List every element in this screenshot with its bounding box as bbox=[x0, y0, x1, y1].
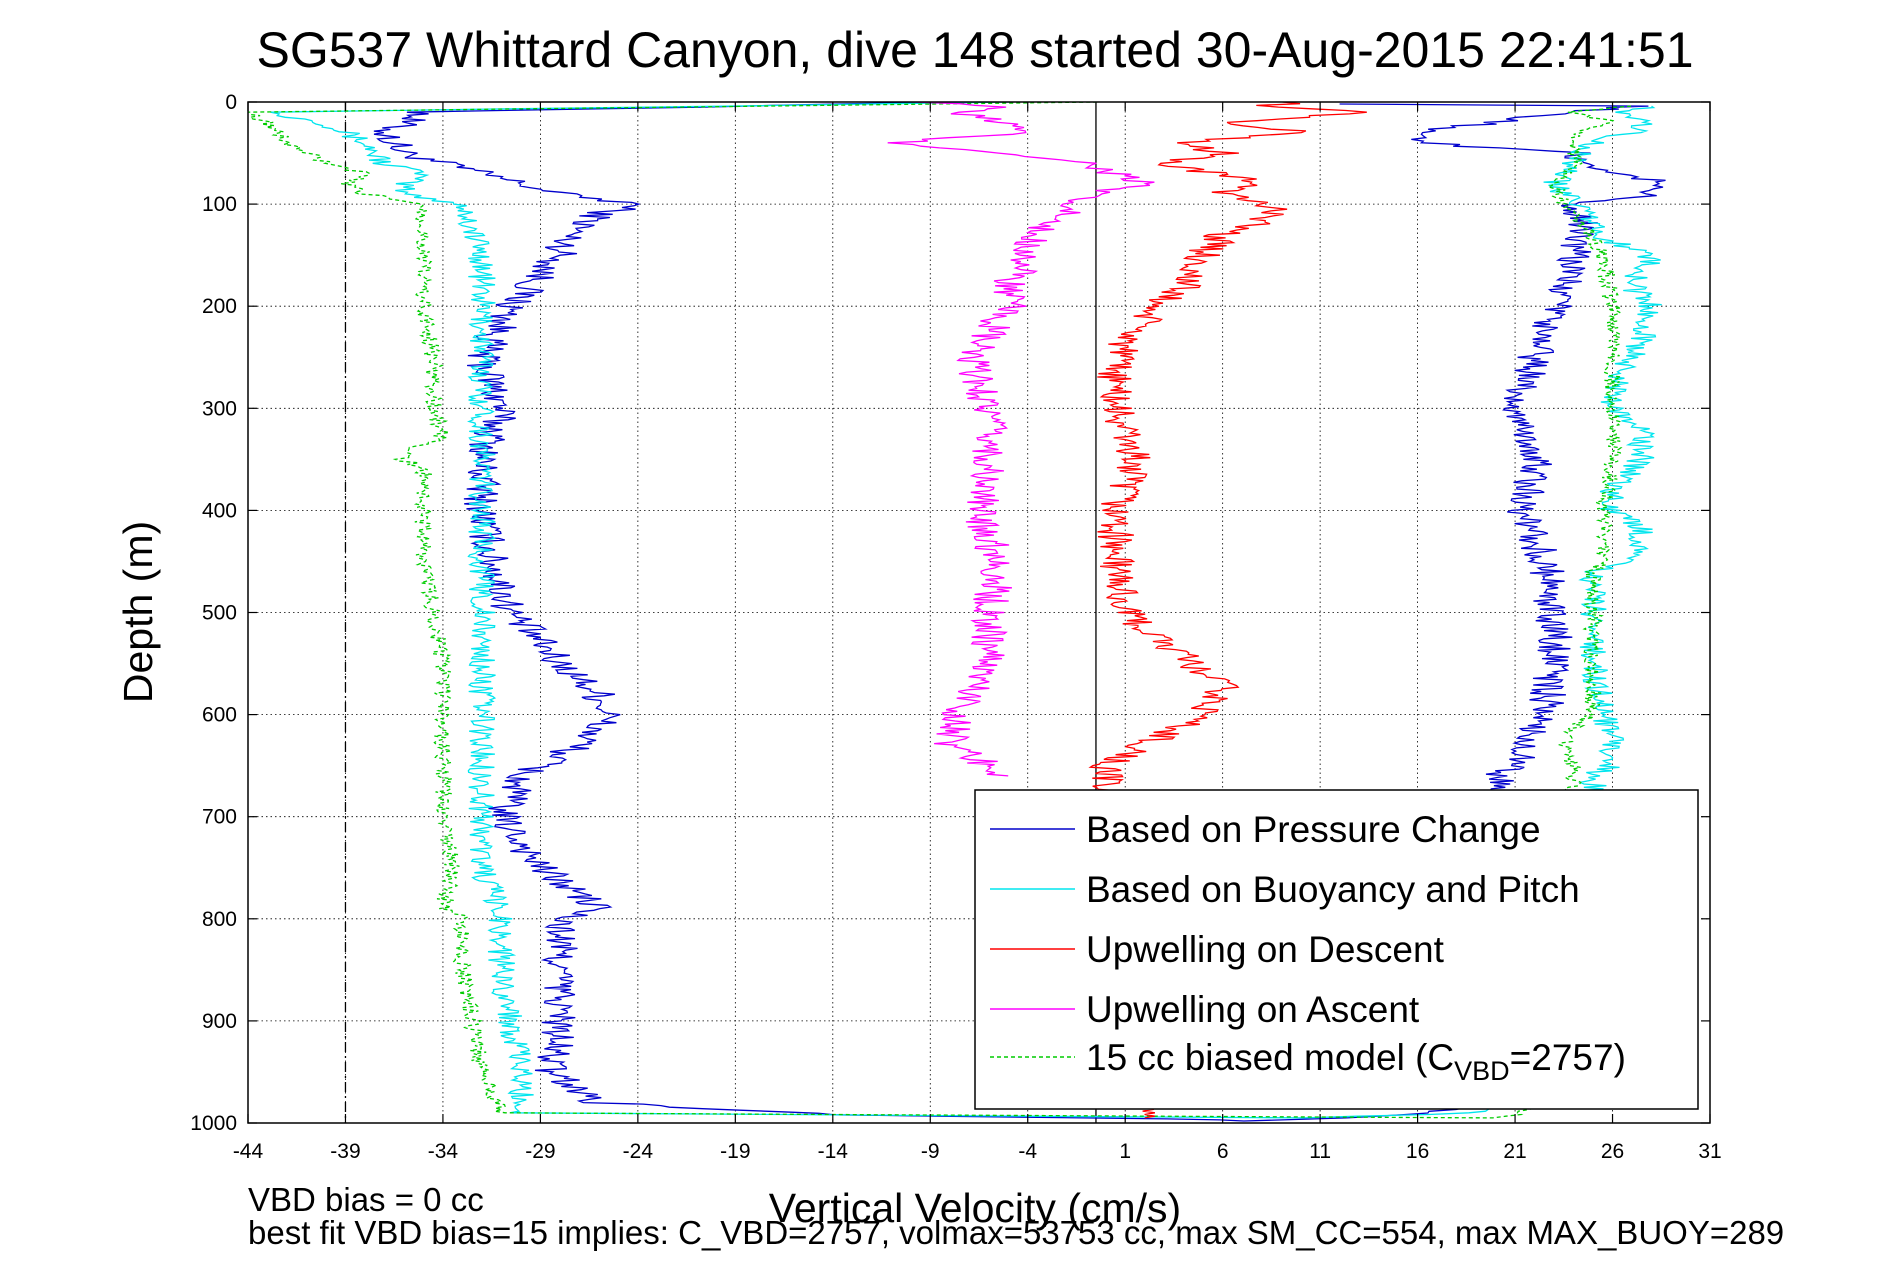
x-tick-label: -44 bbox=[233, 1140, 264, 1163]
y-tick-label: 0 bbox=[225, 91, 237, 114]
legend-label: Upwelling on Descent bbox=[1086, 929, 1445, 970]
series-layer bbox=[248, 102, 1666, 1122]
series-line-15-cc-biased-model-c-vbd-2757 bbox=[248, 102, 1633, 1119]
x-tick-label: -14 bbox=[818, 1140, 849, 1163]
chart-title: SG537 Whittard Canyon, dive 148 started … bbox=[256, 22, 1693, 78]
y-tick-label: 600 bbox=[202, 704, 237, 727]
x-tick-label: 26 bbox=[1601, 1140, 1624, 1163]
y-axis-label: Depth (m) bbox=[115, 521, 161, 703]
y-tick-label: 500 bbox=[202, 602, 237, 625]
legend-label: Based on Pressure Change bbox=[1086, 809, 1541, 850]
y-tick-label: 1000 bbox=[190, 1112, 237, 1135]
x-tick-label: 1 bbox=[1119, 1140, 1131, 1163]
x-tick-label: -39 bbox=[330, 1140, 360, 1163]
footer-line-1: VBD bias = 0 cc bbox=[248, 1181, 484, 1218]
y-tick-label: 700 bbox=[202, 806, 237, 829]
x-tick-label: 31 bbox=[1698, 1140, 1721, 1163]
x-axis-label: Vertical Velocity (cm/s) bbox=[769, 1185, 1181, 1231]
x-tick-label: 11 bbox=[1309, 1140, 1331, 1163]
legend-box bbox=[974, 789, 1699, 1110]
y-tick-label: 900 bbox=[202, 1010, 237, 1033]
x-tick-label: -34 bbox=[428, 1140, 459, 1163]
legend-label: Based on Buoyancy and Pitch bbox=[1086, 869, 1580, 910]
tick-layer: -44 -39 -34 -29 -24 -19 -14 -9 -4 1 6 11 16 21 26 31010… bbox=[190, 91, 1721, 1163]
legend-label: Upwelling on Ascent bbox=[1086, 989, 1420, 1030]
x-tick-label: -4 bbox=[1018, 1140, 1037, 1163]
footer-line-2: best fit VBD bias=15 implies: C_VBD=2757… bbox=[248, 1214, 1784, 1251]
x-tick-label: 21 bbox=[1503, 1140, 1526, 1163]
series-line-based-on-pressure-change bbox=[373, 102, 1666, 1122]
legend: Based on Pressure Change Based on Buoyanc… bbox=[974, 789, 1699, 1110]
x-tick-label: -24 bbox=[623, 1140, 654, 1163]
y-tick-label: 800 bbox=[202, 908, 237, 931]
legend-label: 15 cc biased model (CVBD=2757) bbox=[1086, 1037, 1626, 1086]
y-tick-label: 400 bbox=[202, 499, 237, 522]
y-tick-label: 300 bbox=[202, 397, 237, 420]
x-tick-label: -29 bbox=[525, 1140, 555, 1163]
x-tick-label: 16 bbox=[1406, 1140, 1429, 1163]
series-line-based-on-buoyancy-and-pitch bbox=[270, 102, 1662, 1119]
x-tick-label: 6 bbox=[1217, 1140, 1229, 1163]
series-line-upwelling-on-ascent bbox=[887, 102, 1155, 777]
x-tick-label: -9 bbox=[921, 1140, 940, 1163]
y-tick-label: 100 bbox=[202, 193, 237, 216]
x-tick-label: -19 bbox=[720, 1140, 750, 1163]
y-tick-label: 200 bbox=[202, 295, 237, 318]
